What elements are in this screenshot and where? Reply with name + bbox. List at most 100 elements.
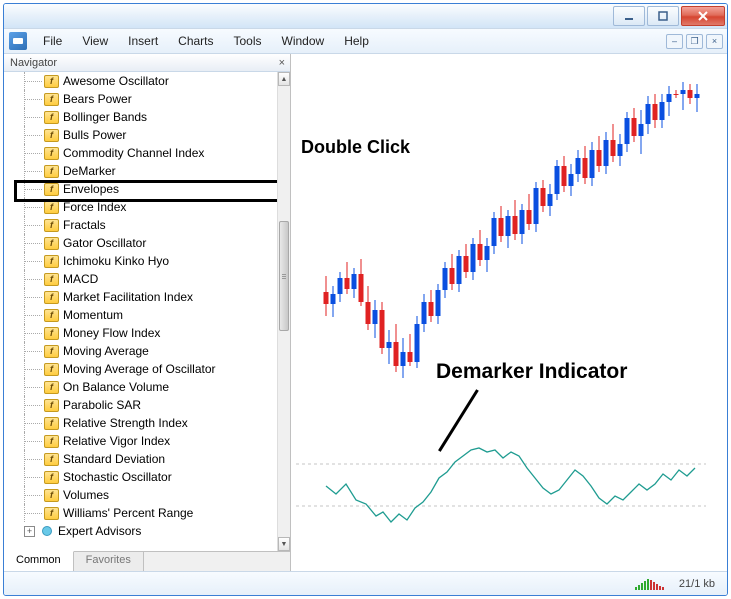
function-icon: f (44, 309, 59, 322)
indicator-item[interactable]: f Force Index (4, 198, 277, 216)
indicator-item[interactable]: fAwesome Oscillator (4, 72, 277, 90)
mdi-restore-button[interactable]: ❐ (686, 34, 703, 49)
navigator-close-button[interactable]: × (274, 57, 290, 69)
workspace: Navigator × fAwesome OscillatorfBears Po… (4, 54, 727, 571)
indicator-item[interactable]: fStandard Deviation (4, 450, 277, 468)
function-icon: f (44, 219, 59, 232)
window-close-button[interactable] (681, 6, 725, 26)
function-icon: f (44, 93, 59, 106)
indicator-label: Moving Average of Oscillator (63, 362, 216, 376)
navigator-tabs: Common Favorites (4, 551, 290, 571)
function-icon: f (44, 201, 59, 214)
indicator-item[interactable]: f Market Facilitation Index (4, 288, 277, 306)
function-icon: f (44, 147, 59, 160)
indicator-label: Bears Power (63, 92, 132, 106)
indicator-label: Envelopes (63, 182, 119, 196)
indicator-item[interactable]: f Bears Power (4, 90, 277, 108)
menu-charts[interactable]: Charts (168, 30, 223, 52)
minimize-icon (624, 11, 634, 21)
statusbar: 21/1 kb (4, 571, 727, 595)
indicator-label: Force Index (63, 200, 126, 214)
scroll-thumb[interactable] (279, 221, 289, 331)
connection-indicator (635, 577, 669, 590)
menu-file[interactable]: File (33, 30, 72, 52)
app-icon (9, 32, 27, 50)
function-icon: f (44, 453, 59, 466)
mdi-minimize-button[interactable]: – (666, 34, 683, 49)
mdi-controls: – ❐ × (666, 34, 727, 49)
close-icon (697, 11, 709, 21)
function-icon: f (44, 129, 59, 142)
menu-help[interactable]: Help (334, 30, 379, 52)
indicator-item[interactable]: fIchimoku Kinko Hyo (4, 252, 277, 270)
indicator-item[interactable]: f DeMarker (4, 162, 277, 180)
function-icon: f (44, 255, 59, 268)
indicator-item[interactable]: fBollinger Bands (4, 108, 277, 126)
indicator-item[interactable]: fMACD (4, 270, 277, 288)
navigator-tree: fAwesome OscillatorfBears PowerfBollinge… (4, 72, 290, 551)
function-icon: f (44, 291, 59, 304)
window-maximize-button[interactable] (647, 6, 679, 26)
indicator-item[interactable]: fWilliams' Percent Range (4, 504, 277, 522)
expert-advisors-label: Expert Advisors (58, 524, 141, 538)
indicator-item[interactable]: f Bulls Power (4, 126, 277, 144)
function-icon: f (44, 327, 59, 340)
annotation-indicator-label: Demarker Indicator (436, 360, 627, 384)
indicator-label: Momentum (63, 308, 123, 322)
indicator-label: Awesome Oscillator (63, 74, 169, 88)
menu-window[interactable]: Window (272, 30, 335, 52)
indicator-label: Relative Strength Index (63, 416, 188, 430)
navigator-scrollbar[interactable]: ▲ ▼ (277, 72, 290, 551)
function-icon: f (44, 111, 59, 124)
expand-icon[interactable]: + (24, 526, 35, 537)
indicator-item[interactable]: fRelative Vigor Index (4, 432, 277, 450)
indicator-item[interactable]: f Money Flow Index (4, 324, 277, 342)
indicator-item[interactable]: fVolumes (4, 486, 277, 504)
indicator-item[interactable]: fMoving Average (4, 342, 277, 360)
function-icon: f (44, 507, 59, 520)
indicator-item[interactable]: fRelative Strength Index (4, 414, 277, 432)
indicator-item[interactable]: f Commodity Channel Index (4, 144, 277, 162)
chart-area[interactable]: Double Click Demarker Indicator (291, 54, 727, 571)
app-window: FileViewInsertChartsToolsWindowHelp – ❐ … (3, 3, 728, 596)
function-icon: f (44, 363, 59, 376)
indicator-label: Stochastic Oscillator (63, 470, 172, 484)
indicator-label: Commodity Channel Index (63, 146, 204, 160)
indicator-label: DeMarker (63, 164, 116, 178)
indicator-item[interactable]: fOn Balance Volume (4, 378, 277, 396)
menubar: FileViewInsertChartsToolsWindowHelp – ❐ … (4, 29, 727, 54)
menu-view[interactable]: View (72, 30, 118, 52)
scroll-down-arrow[interactable]: ▼ (278, 537, 290, 551)
function-icon: f (44, 435, 59, 448)
menu-tools[interactable]: Tools (224, 30, 272, 52)
scroll-up-arrow[interactable]: ▲ (278, 72, 290, 86)
window-minimize-button[interactable] (613, 6, 645, 26)
tab-common[interactable]: Common (4, 551, 74, 571)
indicator-item[interactable]: fEnvelopes (4, 180, 277, 198)
expert-advisors-icon (39, 525, 54, 538)
indicator-label: Fractals (63, 218, 106, 232)
indicator-label: MACD (63, 272, 98, 286)
indicator-item[interactable]: f Momentum (4, 306, 277, 324)
indicator-label: Parabolic SAR (63, 398, 141, 412)
indicator-item[interactable]: f Parabolic SAR (4, 396, 277, 414)
function-icon: f (44, 165, 59, 178)
indicator-item[interactable]: f Moving Average of Oscillator (4, 360, 277, 378)
function-icon: f (44, 399, 59, 412)
indicator-label: On Balance Volume (63, 380, 169, 394)
indicator-label: Bulls Power (63, 128, 126, 142)
chart-canvas (291, 54, 727, 549)
expert-advisors-node[interactable]: + Expert Advisors (4, 522, 277, 540)
mdi-close-button[interactable]: × (706, 34, 723, 49)
indicator-label: Market Facilitation Index (63, 290, 193, 304)
annotation-double-click: Double Click (301, 137, 410, 158)
tab-favorites[interactable]: Favorites (74, 552, 144, 571)
indicator-label: Money Flow Index (63, 326, 160, 340)
titlebar (4, 4, 727, 29)
indicator-item[interactable]: fStochastic Oscillator (4, 468, 277, 486)
navigator-title: Navigator (10, 57, 57, 69)
menu-insert[interactable]: Insert (118, 30, 168, 52)
indicator-item[interactable]: f Fractals (4, 216, 277, 234)
scroll-track[interactable] (278, 86, 290, 537)
indicator-item[interactable]: fGator Oscillator (4, 234, 277, 252)
